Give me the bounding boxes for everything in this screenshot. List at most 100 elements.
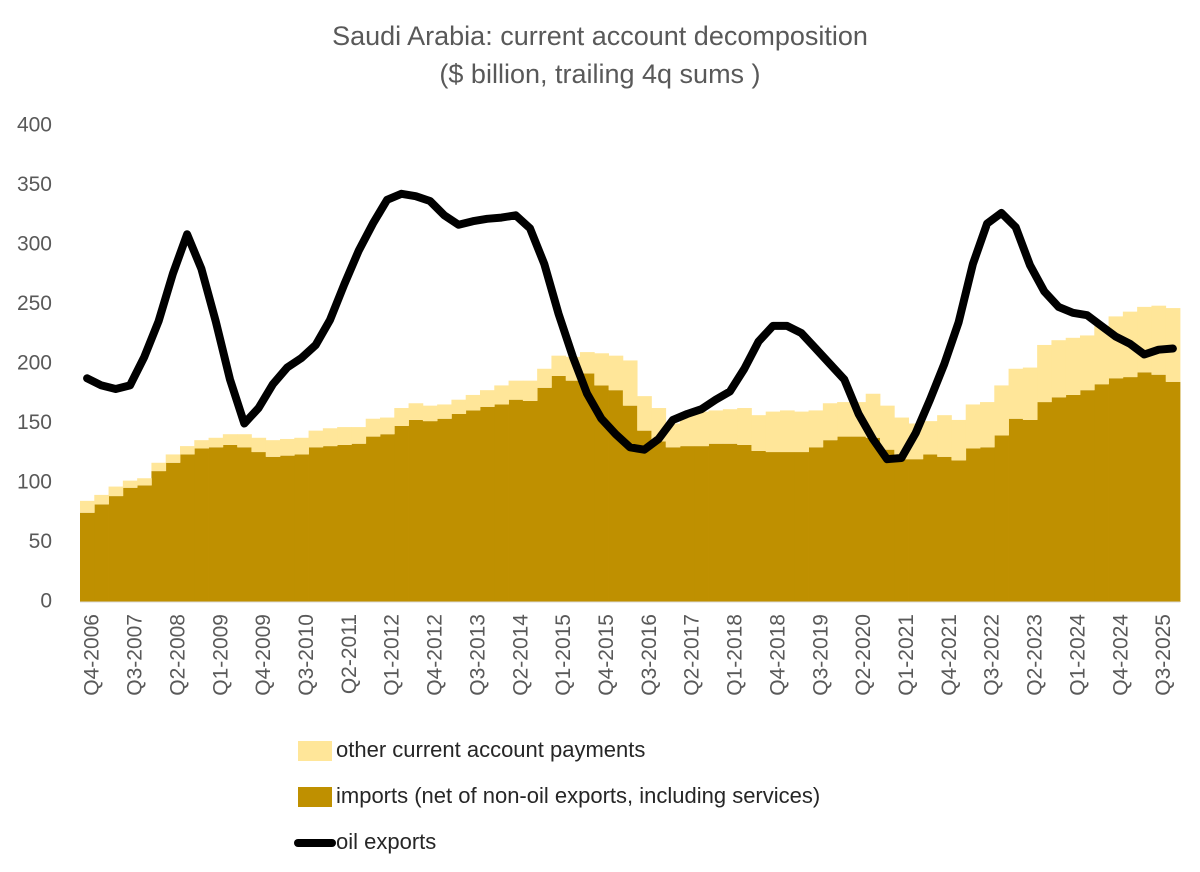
bar [765,452,781,602]
bar [1137,306,1152,373]
bar [237,434,252,448]
x-tick-label: Q1-2021 [895,614,918,696]
x-tick-label: Q1-2024 [1066,614,1089,696]
bar [380,434,395,602]
bar [608,390,624,602]
bar [251,437,267,453]
bar [622,405,638,602]
bar [637,396,652,431]
bar [780,452,795,602]
bar [308,430,324,448]
bar [1094,325,1109,385]
bar [965,404,981,449]
bar [937,456,952,602]
legend-label: oil exports [336,829,436,854]
bar [594,353,609,386]
bar [337,444,352,602]
bar [1151,374,1167,602]
bar [194,440,209,449]
bar [737,408,752,445]
bar [1065,394,1081,602]
bar [1037,344,1052,403]
legend-swatch [298,741,332,761]
bar [1022,367,1038,420]
chart-title: Saudi Arabia: current account decomposit… [332,21,868,51]
line [83,189,1177,464]
bar [722,443,738,602]
bar [808,410,824,448]
bar [965,448,981,602]
bar [365,436,381,602]
y-tick-label: 300 [17,233,52,256]
x-tick-label: Q4-2009 [252,614,275,696]
x-tick-label: Q2-2011 [338,614,361,694]
x-tick-label: Q1-2012 [381,614,404,696]
x-tick-label: Q2-2014 [509,614,532,696]
bar [1108,316,1124,379]
bar [222,444,238,602]
bar [1051,340,1067,398]
bar [765,411,781,453]
x-tick-label: Q4-2024 [1109,614,1132,696]
bar [508,399,524,602]
bar [665,447,681,602]
bar [537,387,552,602]
bar [580,352,595,374]
x-tick-label: Q4-2018 [766,614,789,696]
bar [480,406,495,602]
bar [451,413,467,602]
bar [308,447,324,602]
bar [565,380,581,602]
bar [365,418,381,437]
bar [837,402,852,437]
bar [480,390,495,407]
x-tick-label: Q1-2015 [552,614,575,696]
bar [1080,390,1095,602]
bar [922,454,938,602]
x-tick-label: Q3-2013 [466,614,489,696]
x-tick-label: Q2-2008 [166,614,189,696]
bar [980,402,995,448]
x-tick-label: Q3-2016 [638,614,661,696]
bar [422,421,438,602]
bar [937,415,952,457]
bar [1122,377,1138,602]
x-tick-label: Q2-2023 [1024,614,1047,696]
bar [680,413,695,447]
bar [822,440,838,602]
x-tick-label: Q2-2020 [852,614,875,696]
bar [294,437,309,455]
bar [451,399,467,414]
x-tick-label: Q3-2019 [809,614,832,696]
bar [694,411,709,447]
bar [551,375,567,602]
bar [1137,372,1152,602]
y-tick-label: 150 [17,411,52,434]
bar [494,404,509,602]
bar [994,385,1009,436]
bar [351,443,367,602]
x-tick-label: Q3-2010 [295,614,318,696]
bar [880,449,895,602]
bar [1080,335,1095,391]
y-tick-label: 50 [29,530,52,553]
bar [922,421,938,455]
bar [780,410,795,453]
bar [708,410,724,444]
bar [80,512,95,602]
bar [980,447,995,602]
bar [437,404,452,419]
bar [1008,418,1024,602]
bar [208,447,224,602]
bar [408,419,424,602]
bar [794,411,809,453]
bar [137,485,152,602]
bar [708,443,724,602]
legend-swatch [298,787,332,807]
bar [165,454,181,463]
bar [394,425,409,602]
chart-subtitle: ($ billion, trailing 4q sums ) [439,59,760,89]
bar [465,410,481,602]
y-tick-label: 0 [40,590,52,613]
y-tick-label: 100 [17,471,52,494]
